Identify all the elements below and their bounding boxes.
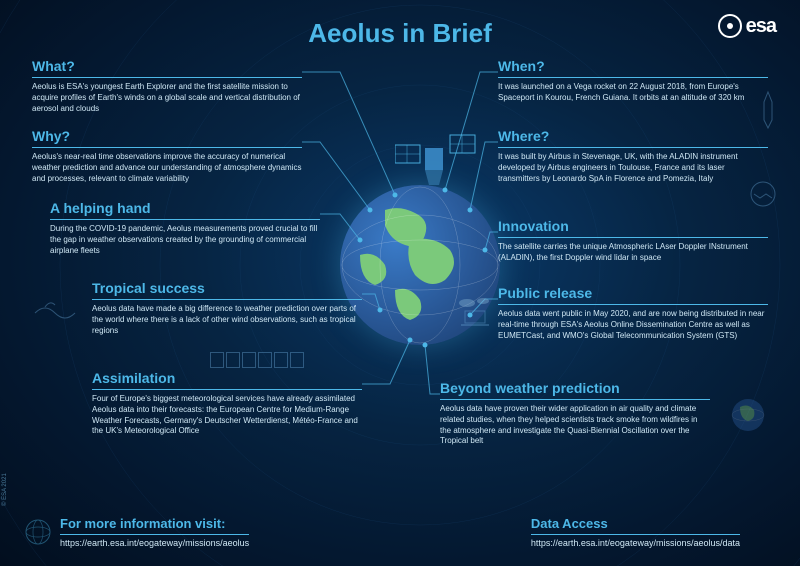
footer-info-url[interactable]: https://earth.esa.int/eogateway/missions… bbox=[60, 538, 249, 548]
forecast-boxes-icon bbox=[210, 352, 304, 368]
section-body: During the COVID-19 pandemic, Aeolus mea… bbox=[50, 224, 320, 256]
section-heading: Beyond weather prediction bbox=[440, 380, 710, 400]
section-body: Four of Europe's biggest meteorological … bbox=[92, 394, 362, 437]
esa-logo: esa bbox=[718, 14, 776, 38]
esa-logo-text: esa bbox=[746, 15, 776, 38]
section-heading: Where? bbox=[498, 128, 768, 148]
esa-logo-circle-icon bbox=[718, 14, 742, 38]
wind-swirl-icon bbox=[30, 295, 80, 330]
section-heading: Tropical success bbox=[92, 280, 362, 300]
footer-info-label: For more information visit: bbox=[60, 516, 249, 535]
section-body: Aeolus data have proven their wider appl… bbox=[440, 404, 710, 447]
section-heading: Why? bbox=[32, 128, 302, 148]
section-left-1: Why? Aeolus's near-real time observations… bbox=[32, 128, 302, 184]
section-body: It was built by Airbus in Stevenage, UK,… bbox=[498, 152, 768, 184]
section-right-0: When? It was launched on a Vega rocket on… bbox=[498, 58, 768, 104]
section-right-1: Where? It was built by Airbus in Stevenag… bbox=[498, 128, 768, 184]
section-body: The satellite carries the unique Atmosph… bbox=[498, 242, 768, 264]
section-left-4: Assimilation Four of Europe's biggest met… bbox=[92, 370, 362, 437]
section-left-3: Tropical success Aeolus data have made a … bbox=[92, 280, 362, 336]
footer-access-label: Data Access bbox=[531, 516, 740, 535]
satellite-icon bbox=[395, 130, 485, 200]
mini-globe-icon bbox=[728, 395, 768, 435]
section-heading: A helping hand bbox=[50, 200, 320, 220]
section-right-4: Beyond weather prediction Aeolus data hav… bbox=[440, 380, 710, 447]
section-heading: Assimilation bbox=[92, 370, 362, 390]
footer-data-access: Data Access https://earth.esa.int/eogate… bbox=[531, 516, 740, 548]
globe-grid-icon bbox=[24, 518, 52, 546]
footer-access-url[interactable]: https://earth.esa.int/eogateway/missions… bbox=[531, 538, 740, 548]
section-heading: Public release bbox=[498, 285, 768, 305]
section-right-2: Innovation The satellite carries the uniq… bbox=[498, 218, 768, 264]
section-left-2: A helping hand During the COVID-19 pandem… bbox=[50, 200, 320, 256]
section-heading: Innovation bbox=[498, 218, 768, 238]
section-left-0: What? Aeolus is ESA's youngest Earth Expl… bbox=[32, 58, 302, 114]
page-title: Aeolus in Brief bbox=[308, 18, 491, 49]
section-right-3: Public release Aeolus data went public in… bbox=[498, 285, 768, 341]
rocket-icon bbox=[758, 90, 778, 130]
section-heading: When? bbox=[498, 58, 768, 78]
section-body: Aeolus data went public in May 2020, and… bbox=[498, 309, 768, 341]
section-body: Aeolus data have made a big difference t… bbox=[92, 304, 362, 336]
section-body: It was launched on a Vega rocket on 22 A… bbox=[498, 82, 768, 104]
handshake-icon bbox=[746, 180, 780, 208]
copyright-text: © ESA 2021 bbox=[2, 473, 8, 506]
section-body: Aeolus's near-real time observations imp… bbox=[32, 152, 302, 184]
cloud-laptop-icon bbox=[455, 295, 495, 330]
footer-more-info: For more information visit: https://eart… bbox=[60, 516, 249, 548]
section-body: Aeolus is ESA's youngest Earth Explorer … bbox=[32, 82, 302, 114]
section-heading: What? bbox=[32, 58, 302, 78]
